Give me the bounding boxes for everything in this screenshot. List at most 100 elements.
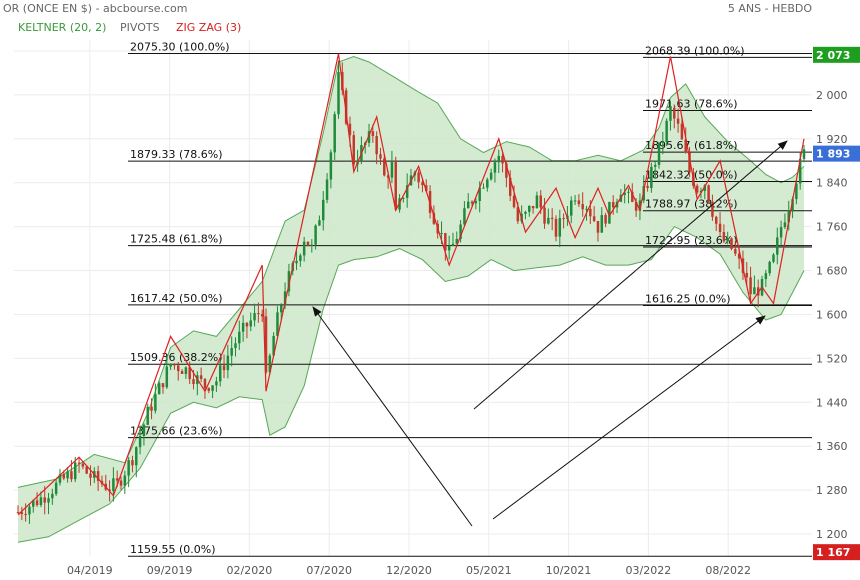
candle-body — [543, 207, 546, 224]
candle-body — [768, 261, 771, 274]
candle-body — [54, 482, 58, 494]
candle-body — [318, 220, 321, 226]
fib-level-label: 1617.42 (50.0%) — [130, 292, 223, 305]
candle-body — [138, 435, 142, 448]
candle-body — [66, 471, 69, 479]
keltner-lower-line — [17, 225, 805, 543]
candle-body — [776, 237, 779, 255]
candle-body — [581, 204, 584, 210]
candle-body — [241, 322, 245, 332]
candle-body — [199, 375, 203, 379]
candle-body — [459, 224, 462, 239]
candle-body — [531, 205, 535, 209]
candle-body — [85, 466, 88, 474]
candle-body — [394, 162, 397, 210]
candle-body — [631, 191, 634, 202]
candle-body — [146, 406, 149, 425]
candle-body — [299, 255, 302, 261]
candle-body — [390, 162, 394, 178]
candle-body — [112, 478, 115, 492]
candle-body — [325, 179, 329, 200]
candle-body — [444, 232, 447, 251]
candle-body — [661, 141, 665, 143]
candle-body — [516, 207, 520, 222]
annotation-arrow — [312, 306, 473, 527]
annotation-arrow — [492, 315, 766, 520]
candle-body — [28, 506, 31, 515]
candle-body — [585, 208, 588, 210]
candle-body — [734, 248, 737, 254]
candle-body — [455, 238, 459, 244]
candle-body — [493, 162, 497, 173]
candle-body — [684, 139, 687, 153]
candle-body — [600, 215, 604, 233]
candle-body — [470, 201, 474, 204]
indicator-keltner[interactable]: KELTNER (20, 2) — [18, 21, 107, 34]
candle-body — [302, 241, 306, 256]
price-tag-label: 1 167 — [816, 546, 850, 559]
candle-body — [70, 471, 73, 480]
candle-body — [573, 200, 577, 202]
fib-level-label: 1616.25 (0.0%) — [645, 293, 731, 306]
candle-body — [627, 191, 630, 193]
candle-body — [703, 185, 707, 191]
candle-body — [711, 201, 714, 217]
candle-body — [489, 172, 493, 180]
candle-body — [188, 367, 191, 380]
candle-body — [222, 365, 226, 371]
candle-body — [447, 245, 451, 251]
fib-level-label: 2075.30 (100.0%) — [130, 41, 230, 54]
candle-body — [24, 514, 27, 516]
fib-level-label: 1725.48 (61.8%) — [130, 233, 223, 246]
candle-body — [173, 363, 176, 366]
candle-body — [638, 200, 642, 211]
period-label: 5 ANS - HEBDO — [727, 2, 812, 15]
candle-body — [756, 287, 760, 296]
candle-body — [673, 108, 676, 119]
chart-title: OR (ONCE EN $) - abcbourse.com — [3, 2, 188, 15]
candle-body — [230, 348, 233, 356]
candle-body — [474, 201, 478, 204]
candle-body — [348, 123, 352, 136]
candle-body — [634, 201, 638, 211]
candle-body — [238, 331, 241, 344]
candle-body — [268, 355, 272, 373]
zigzag-line — [17, 53, 805, 516]
indicator-pivots[interactable]: PIVOTS — [120, 21, 160, 34]
candle-body — [386, 175, 390, 178]
y-tick-label: 1 840 — [816, 177, 848, 190]
candle-body — [528, 205, 531, 212]
fib-level-label: 1159.55 (0.0%) — [130, 543, 216, 556]
indicator-zigzag[interactable]: ZIG ZAG (3) — [176, 21, 242, 34]
candle-body — [417, 172, 420, 183]
candle-body — [650, 166, 653, 189]
candle-body — [260, 314, 264, 317]
candle-body — [329, 152, 333, 180]
candle-body — [20, 512, 24, 515]
candle-body — [779, 227, 783, 238]
candle-body — [718, 223, 722, 233]
candle-body — [352, 135, 356, 165]
candle-body — [646, 185, 649, 189]
price-tag — [813, 46, 860, 63]
candle-body — [58, 474, 62, 483]
candle-body — [764, 273, 768, 280]
candle-body — [272, 335, 275, 356]
candle-body — [337, 72, 340, 115]
candle-body — [558, 218, 562, 237]
candle-body — [375, 136, 378, 155]
candle-body — [344, 90, 348, 124]
candle-body — [157, 383, 161, 395]
y-tick-label: 1 680 — [816, 265, 848, 278]
candle-body — [249, 320, 252, 327]
annotation-arrow — [473, 140, 788, 410]
candle-body — [486, 179, 489, 188]
candle-body — [142, 424, 146, 436]
candle-body — [283, 291, 287, 306]
candle-body — [737, 253, 741, 259]
candle-body — [123, 475, 127, 486]
y-tick-label: 2 000 — [816, 89, 848, 102]
candle-body — [276, 312, 279, 336]
candle-body — [169, 363, 172, 367]
candle-body — [119, 480, 123, 486]
